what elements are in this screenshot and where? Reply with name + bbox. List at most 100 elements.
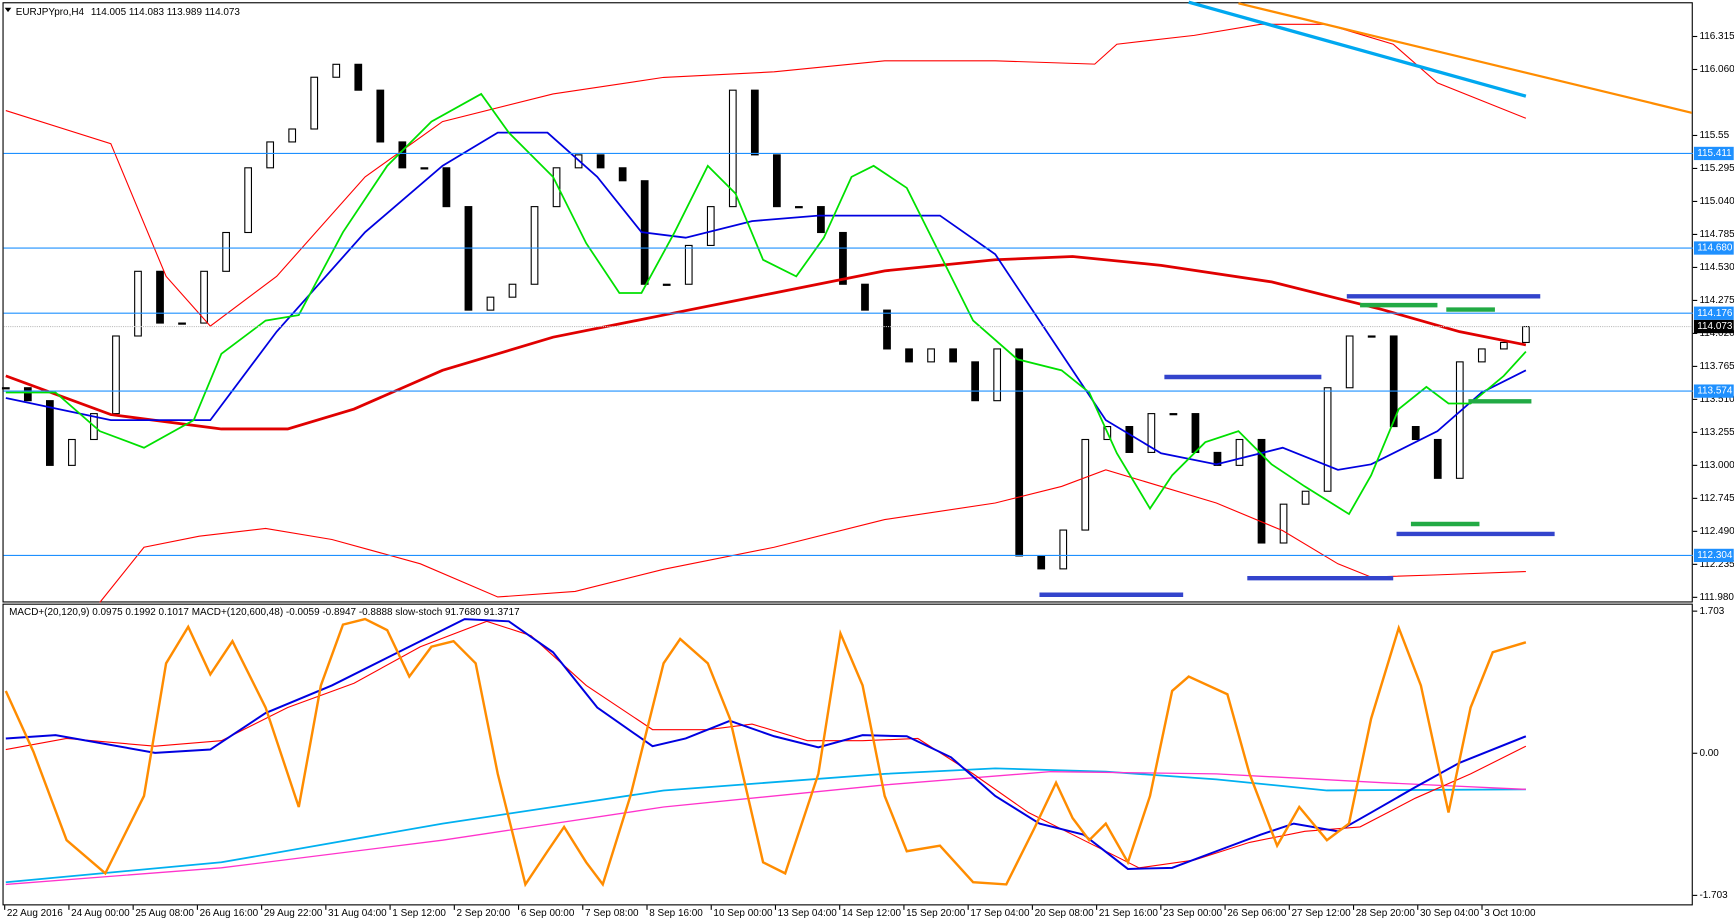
candle — [1389, 335, 1398, 428]
candle — [68, 438, 76, 466]
current-price-tag — [1693, 319, 1734, 334]
level-tag — [1693, 241, 1734, 255]
macd-slow-signal — [5, 770, 1526, 886]
time-label: 15 Sep 20:00 — [906, 908, 966, 919]
time-label: 27 Sep 12:00 — [1292, 908, 1352, 919]
time-label: 31 Aug 04:00 — [328, 908, 387, 919]
candle — [222, 231, 230, 272]
candle — [795, 206, 803, 209]
level-label: 113.574 — [1697, 386, 1733, 397]
candle — [1191, 413, 1200, 453]
level-label: 114.680 — [1697, 243, 1733, 254]
time-label: 26 Sep 06:00 — [1227, 908, 1287, 919]
candle — [927, 348, 935, 363]
price-label: 115.295 — [1699, 163, 1734, 174]
candle — [1257, 438, 1266, 544]
price-label: 114.530 — [1699, 262, 1734, 273]
price-label: 113.255 — [1699, 427, 1734, 438]
stochastic — [4, 617, 1527, 888]
price-label: 113.765 — [1699, 361, 1734, 372]
time-label: 20 Sep 08:00 — [1035, 908, 1095, 919]
indicator-label: 1.703 — [1699, 606, 1724, 617]
current-price-label: 114.073 — [1697, 321, 1733, 332]
candle — [45, 400, 54, 466]
candle — [266, 141, 275, 169]
candle — [1125, 426, 1134, 453]
level-label: 115.411 — [1697, 148, 1732, 159]
indicator-header: MACD+(20,120,9) 0.0975 0.1992 0.1017 MAC… — [9, 607, 520, 618]
candle — [23, 387, 32, 402]
indicator-panel — [2, 603, 1693, 906]
ohlc: 114.005 114.083 113.989 114.073 — [91, 7, 240, 18]
candle — [1059, 529, 1068, 570]
level-tag — [1693, 306, 1734, 320]
candle — [1279, 503, 1288, 544]
time-label: 21 Sep 16:00 — [1099, 908, 1159, 919]
candle — [1235, 438, 1244, 466]
time-label: 28 Sep 20:00 — [1356, 908, 1416, 919]
candle — [1522, 325, 1530, 344]
candle — [1037, 555, 1046, 570]
price-label: 113.510 — [1699, 394, 1734, 405]
candle — [706, 206, 715, 246]
price-label: 116.315 — [1699, 31, 1734, 42]
candle — [464, 206, 473, 311]
candle — [244, 167, 253, 234]
candle — [1499, 341, 1508, 350]
time-label: 6 Sep 00:00 — [521, 908, 575, 919]
indicator-label: -1.703 — [1699, 890, 1728, 901]
macd-slow — [5, 767, 1526, 884]
symbol: EURJPYpro,H4 — [16, 7, 85, 18]
mid-ma — [5, 131, 1527, 471]
candle — [1015, 348, 1024, 557]
price-label: 113.000 — [1699, 460, 1734, 471]
time-label: 24 Aug 00:00 — [71, 908, 130, 919]
level-tag — [1693, 384, 1734, 398]
candle — [376, 89, 385, 143]
candle — [420, 167, 429, 170]
time-label: 8 Sep 16:00 — [649, 908, 703, 919]
time-label: 14 Sep 12:00 — [842, 908, 902, 919]
trend-line — [1188, 0, 1527, 98]
price-label: 114.275 — [1699, 295, 1734, 306]
menu-arrow[interactable] — [4, 7, 12, 13]
trend-line — [1238, 2, 1692, 114]
candle — [332, 63, 341, 78]
candle — [993, 348, 1002, 402]
time-label: 3 Oct 10:00 — [1484, 908, 1536, 919]
time-label: 2 Sep 20:00 — [457, 908, 511, 919]
candle — [971, 361, 980, 402]
price-label: 114.020 — [1699, 328, 1734, 339]
candle — [728, 89, 737, 208]
candle — [1455, 361, 1464, 479]
candle — [112, 335, 120, 415]
candle — [861, 283, 869, 311]
candle — [552, 167, 561, 208]
candle — [508, 283, 517, 298]
candle — [596, 154, 605, 169]
candle — [1147, 413, 1156, 453]
price-label: 116.060 — [1699, 64, 1734, 75]
level-tag — [1693, 146, 1734, 161]
bollinger-upper — [5, 23, 1527, 327]
time-label: 17 Sep 04:00 — [970, 908, 1030, 919]
candle — [1, 387, 10, 390]
candle — [772, 154, 781, 208]
candle — [134, 270, 142, 337]
candle — [486, 296, 495, 311]
candle — [905, 348, 913, 363]
candle — [618, 167, 627, 182]
fast-ma — [5, 92, 1527, 516]
price-label: 114.785 — [1699, 229, 1734, 240]
candle — [750, 89, 759, 156]
candle — [662, 283, 671, 286]
candle — [684, 244, 693, 285]
price-label: 115.040 — [1699, 196, 1734, 207]
level-tag — [1693, 548, 1734, 563]
candle — [839, 231, 847, 285]
candle — [817, 206, 825, 234]
indicator-label: 0.00 — [1699, 748, 1719, 759]
time-label: 1 Sep 12:00 — [392, 908, 446, 919]
